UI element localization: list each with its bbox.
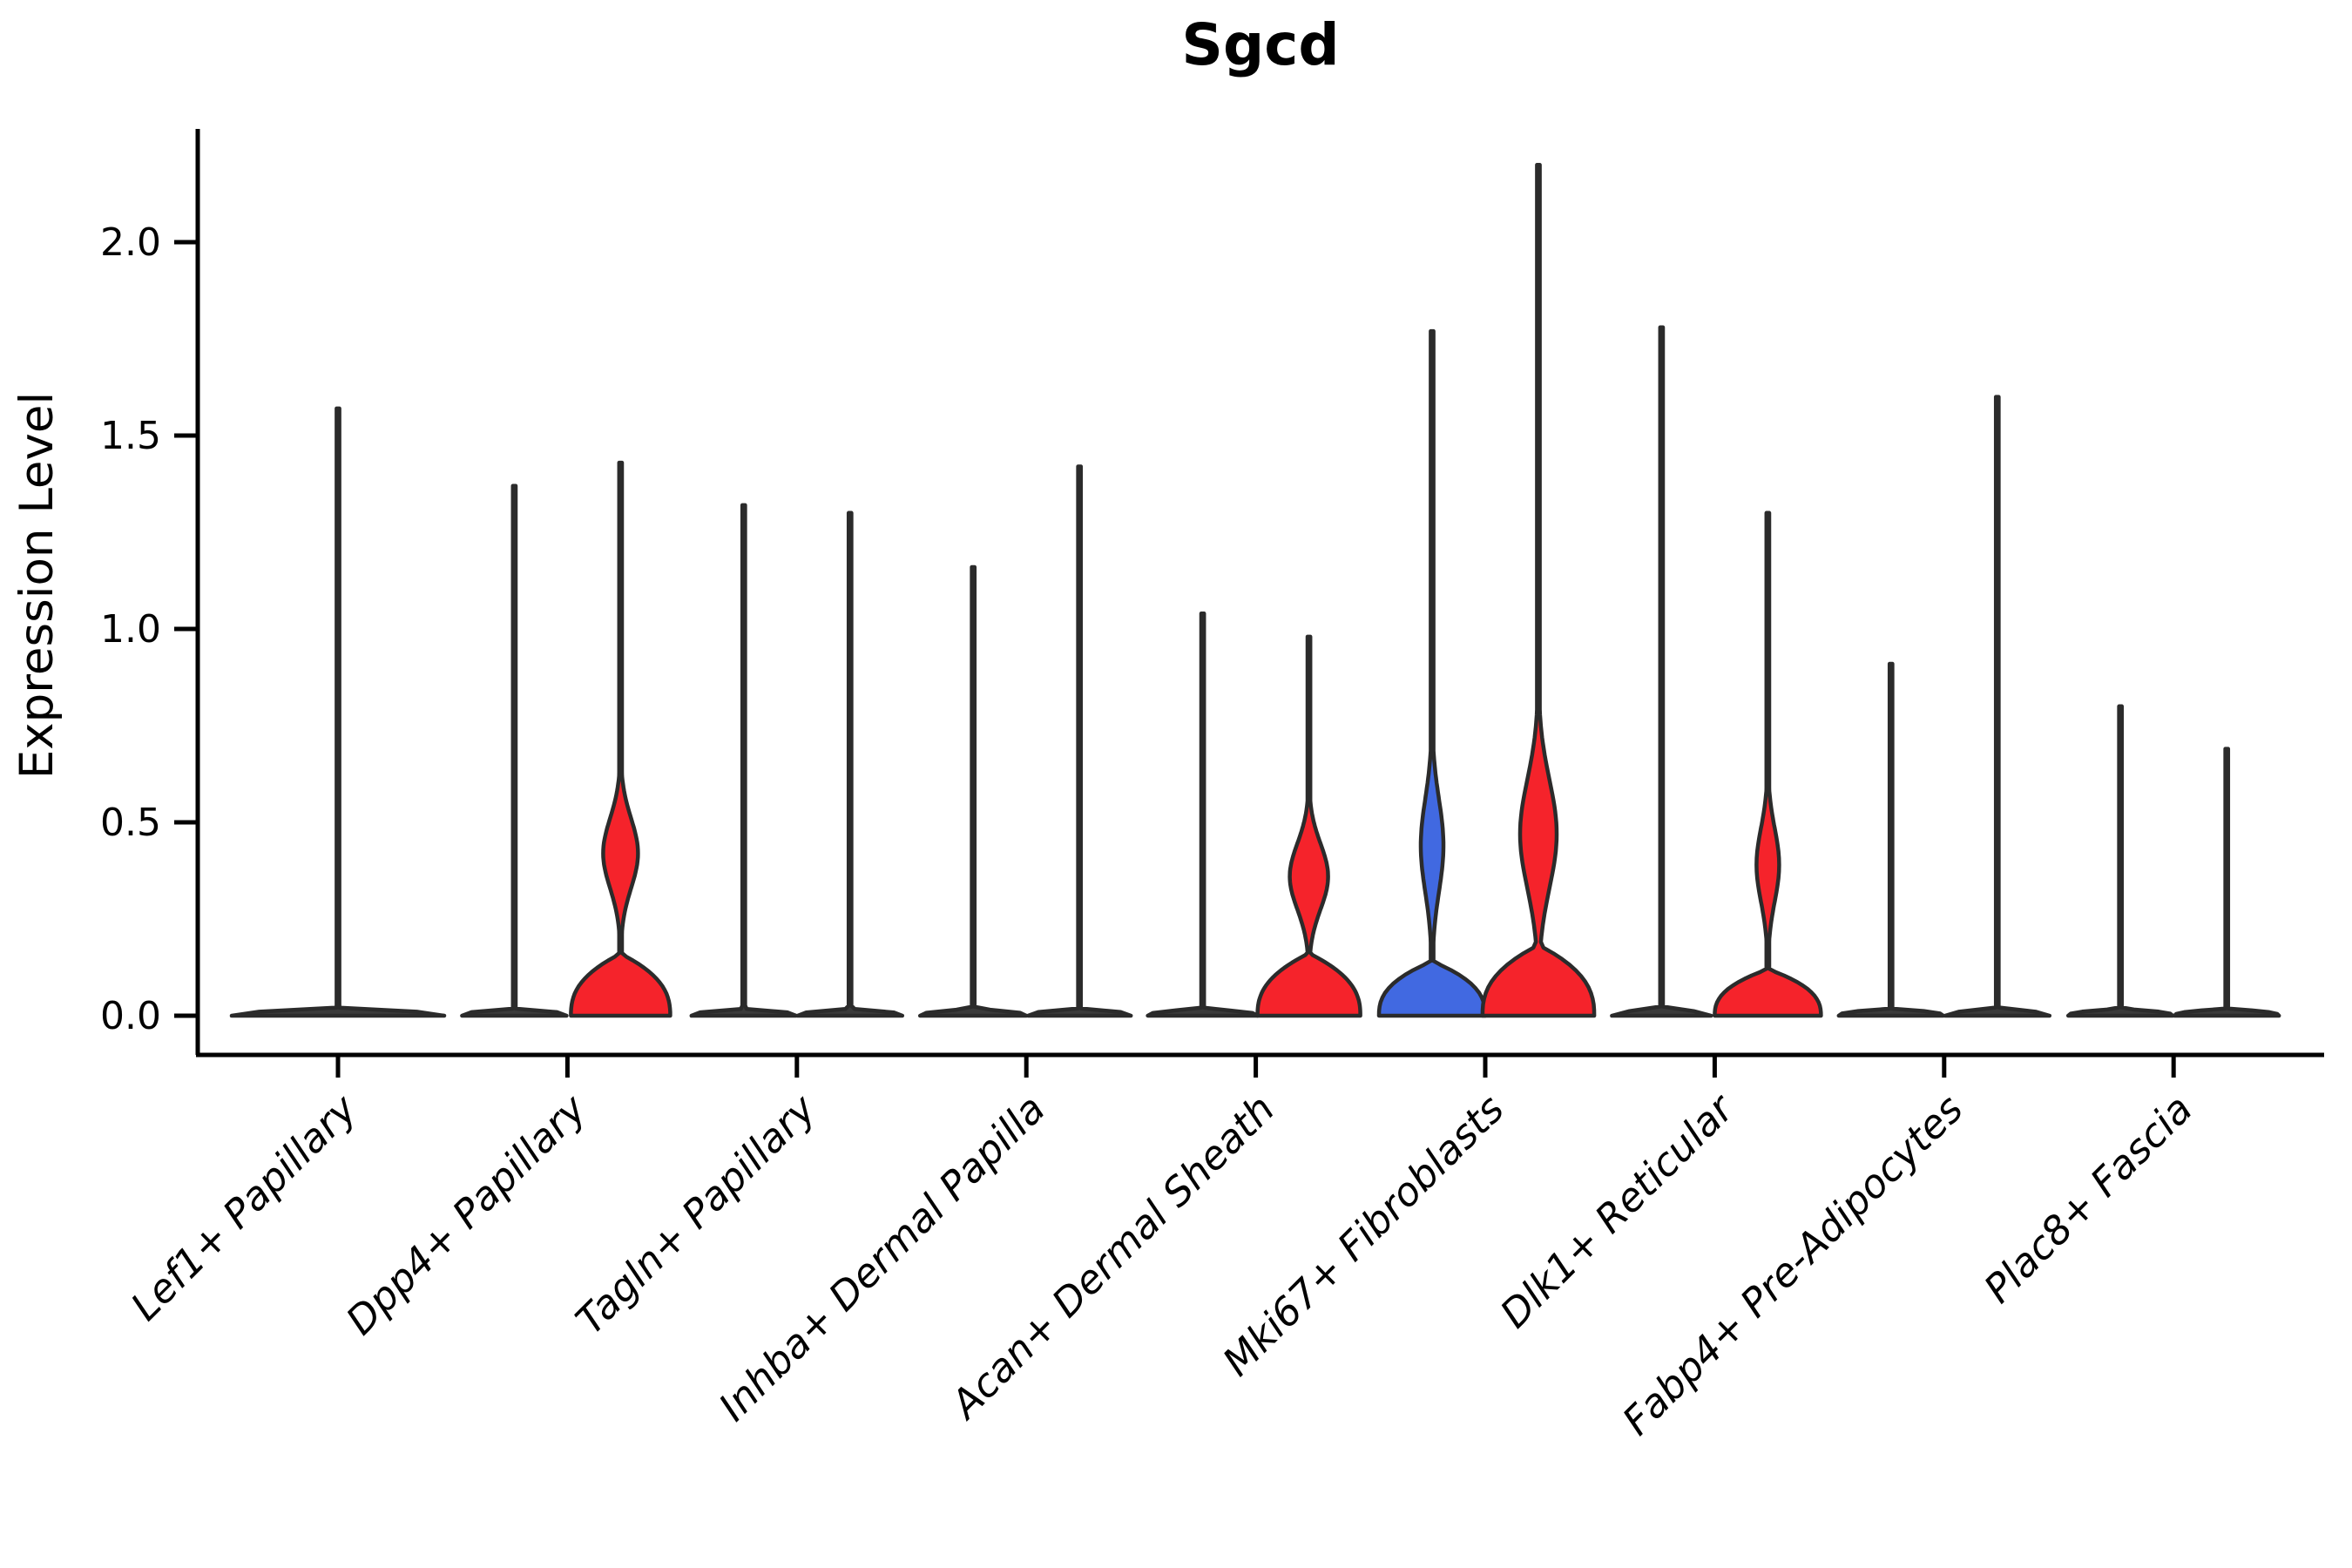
- y-axis-label: Expression Level: [10, 392, 64, 779]
- y-tick-label: 1.5: [100, 414, 161, 458]
- violin-fabp4-pre-adipocytes-right: [1943, 395, 2052, 1018]
- y-tick-label: 0.5: [100, 801, 161, 845]
- violin-inhba-dermal-papilla-left: [917, 564, 1029, 1018]
- y-tick-label: 2.0: [100, 220, 161, 265]
- y-axis-ticks: 0.0 0.5 1.0 1.5 2.0: [100, 220, 198, 1038]
- axes-layer: [195, 129, 2324, 1058]
- violin-plac8-fascia-left: [2065, 704, 2175, 1018]
- violin-mki67-fibroblasts-right: [1480, 162, 1597, 1018]
- violin-dlk1-reticular-right: [1713, 510, 1823, 1018]
- violin-fabp4-pre-adipocytes-left: [1836, 661, 1946, 1018]
- x-tick-label: Plac8+ Fascia: [1975, 1085, 2201, 1312]
- violin-tagln-papillary-left: [689, 503, 799, 1018]
- violin-dpp4-papillary-right: [569, 460, 672, 1018]
- violin-dlk1-reticular-left: [1610, 325, 1713, 1018]
- y-tick-label: 0.0: [100, 994, 161, 1038]
- violins-layer: [229, 162, 2281, 1018]
- x-tick-label: Dlk1+ Reticular: [1491, 1085, 1744, 1337]
- violin-inhba-dermal-papilla-right: [1025, 464, 1133, 1018]
- violin-plac8-fascia-right: [2172, 747, 2281, 1018]
- violin-mki67-fibroblasts-left: [1376, 328, 1488, 1018]
- y-tick-label: 1.0: [100, 607, 161, 652]
- violin-lef1-papillary-center: [229, 406, 447, 1018]
- violin-acan-dermal-sheath-left: [1146, 611, 1260, 1018]
- plot-title: Sgcd: [1181, 11, 1339, 78]
- x-tick-label: Lef1+ Papillary: [122, 1085, 367, 1329]
- x-tick-label: Dpp4+ Papillary: [337, 1085, 596, 1343]
- violin-tagln-papillary-right: [795, 510, 905, 1018]
- violin-dpp4-papillary-left: [460, 483, 569, 1018]
- violin-acan-dermal-sheath-right: [1255, 634, 1362, 1018]
- x-tick-label: Tagln+ Papillary: [567, 1085, 826, 1343]
